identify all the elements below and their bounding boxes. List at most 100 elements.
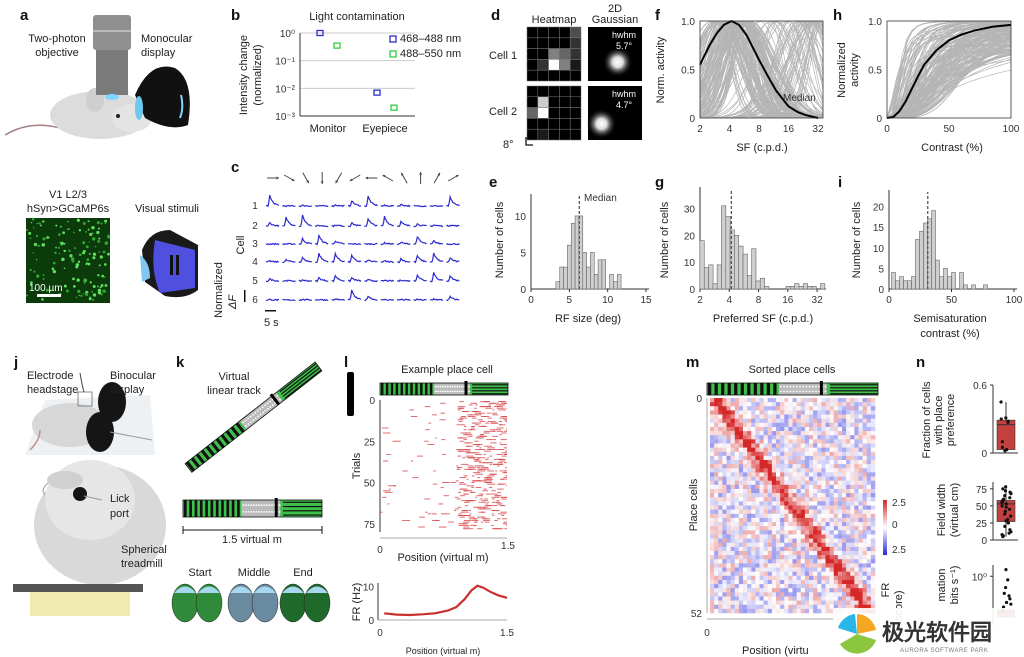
dot [442,390,444,393]
heatmap-cell [743,480,748,486]
data-point [1004,505,1008,509]
heatmap-cell [854,517,859,523]
heatmap-cell [846,505,851,510]
heatmap-cell [809,575,814,581]
heatmap-cell [759,517,764,523]
heatmap-cell [722,604,727,610]
neuron [104,219,108,223]
heatmap-cell [722,517,727,523]
response-trace [315,253,329,264]
heatmap-cell [854,497,859,502]
heatmap-cell [738,488,744,494]
heatmap-cell [569,69,582,82]
y-axis-label: Place cells [688,478,700,531]
heatmap-cell [751,608,756,614]
heatmap-cell [759,550,764,556]
response-trace [314,298,329,302]
heatmap-cell [809,447,814,453]
heatmap-cell [858,422,863,428]
heatmap-cell [792,460,797,465]
heatmap-cell [738,505,744,510]
heatmap-cell [722,522,727,527]
heatmap-cell [722,431,727,436]
heatmap-cell [767,542,773,548]
heatmap-cell [734,497,740,502]
heatmap-cell [833,402,839,407]
neuron [92,252,97,256]
heatmap-cell [784,464,789,469]
heatmap-cell [784,592,789,597]
dot [260,504,263,506]
data-point [1003,512,1007,516]
stripe [766,383,771,395]
heatmap-cell [747,447,752,453]
heatmap-cell [837,476,843,481]
heatmap-cell [710,584,715,589]
heatmap-cell [730,422,736,428]
heatmap-cell [743,402,748,407]
heatmap-cell [825,530,830,535]
heatmap-cell [829,550,835,556]
sky [254,586,276,593]
heatmap-cell [866,588,872,593]
heatmap-cell [718,497,723,502]
heatmap-cell [730,476,736,481]
heatmap-cell [800,575,806,581]
heatmap-cell [776,410,781,415]
heatmap-cell [850,480,855,486]
histogram-bar [911,276,916,290]
cell-curve [887,54,1011,118]
heatmap-cell [854,418,859,424]
heatmap-cell [837,501,843,506]
heatmap-cell [718,509,723,515]
heatmap-cell [751,546,756,552]
x-axis-label: Position (virtual m) [406,646,481,656]
heatmap-cell [829,600,835,606]
heatmap-cell [771,542,777,548]
heatmap-cell [710,472,715,477]
neuron [68,249,71,253]
heatmap-cell [800,596,806,601]
heatmap-cell [763,522,769,527]
heatmap-cell [825,398,830,403]
heatmap-cell [747,550,752,556]
heatmap-cell [767,488,773,494]
heatmap-cell [854,509,859,515]
heatmap-cell [734,501,740,506]
heatmap-cell [776,579,781,585]
heatmap-cell [788,426,793,432]
data-point [1003,509,1007,513]
neuron [63,267,66,269]
heatmap-cell [796,575,802,581]
heatmap-cell [767,526,773,531]
panel-label-e: e [489,174,497,191]
cell-curve [700,21,823,118]
heatmap-cell [747,418,752,424]
heatmap-cell [858,468,863,473]
heatmap-cell [784,451,789,457]
heatmap-cell [846,534,851,539]
cell-curve [700,21,823,115]
dot [808,390,811,393]
x-tick-label: 16 [782,295,794,306]
heatmap-cell [759,414,764,419]
histogram-bar [616,274,622,290]
dot [266,407,269,410]
heatmap-cell [850,546,855,552]
heatmap-cell [796,534,802,539]
neuron [32,251,35,254]
heatmap-cell [842,431,847,436]
heatmap-cell [862,406,868,411]
heatmap-cell [858,439,863,444]
heatmap-cell [788,488,793,494]
arrowhead [365,176,369,180]
heatmap-cell [858,509,863,515]
heatmap-cell [788,530,793,535]
heatmap-cell [809,538,814,544]
heatmap-cell [726,480,731,486]
heatmap-cell [829,455,835,461]
heatmap-cell [767,422,773,428]
heatmap-cell [850,439,855,444]
heatmap-cell [854,414,859,419]
heatmap-cell [730,480,736,486]
